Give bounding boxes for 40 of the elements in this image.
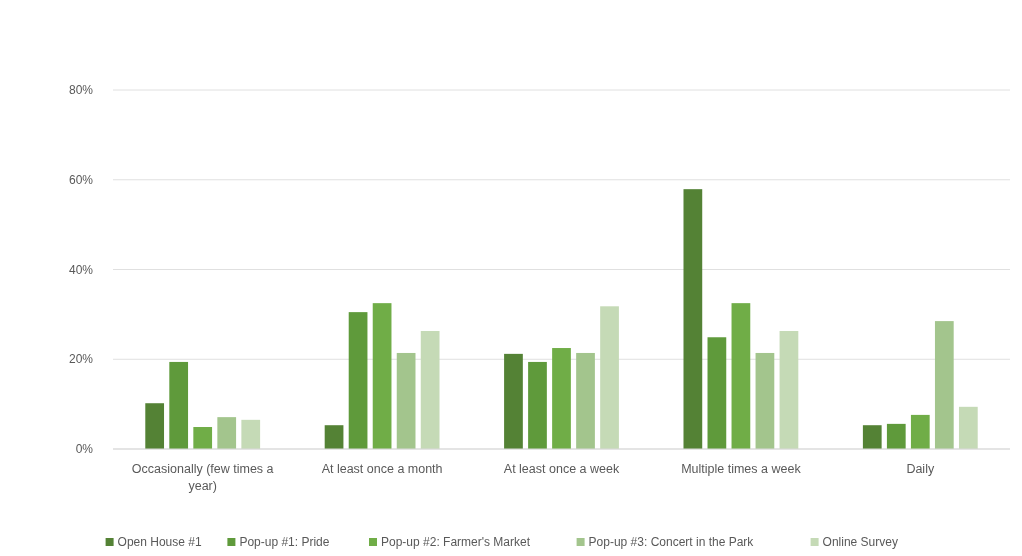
legend-label: Pop-up #3: Concert in the Park: [588, 535, 755, 549]
bar: [504, 353, 523, 449]
bar: [372, 303, 392, 449]
bar: [755, 352, 775, 449]
bar: [779, 330, 799, 449]
y-tick-label: 20%: [68, 352, 94, 367]
legend-label: Pop-up #2: Farmer's Market: [381, 535, 531, 549]
bar: [958, 406, 978, 449]
bar: [707, 337, 727, 449]
x-tick-label: At least once a week: [503, 462, 620, 476]
x-tick-label: Occasionally (few times a year): [131, 462, 274, 493]
bar: [910, 414, 930, 449]
legend-label: Open House #1: [117, 535, 202, 549]
bar: [420, 330, 440, 449]
bar: [324, 425, 344, 449]
bar: [193, 427, 213, 449]
bar: [886, 423, 906, 449]
bar: [348, 312, 368, 449]
bar: [731, 303, 751, 449]
y-tick-label: 60%: [68, 172, 94, 187]
x-tick-label: Multiple times a week: [681, 462, 802, 476]
bar: [862, 425, 882, 449]
y-tick-label: 0%: [75, 442, 94, 457]
legend-label: Pop-up #1: Pride: [239, 535, 330, 549]
y-tick-label: 40%: [68, 262, 94, 277]
bar: [217, 417, 237, 449]
legend-label: Online Survey: [822, 535, 898, 549]
x-tick-label: At least once a month: [321, 462, 443, 476]
bar: [576, 352, 595, 449]
bar: [552, 348, 571, 449]
bar: [169, 361, 189, 449]
y-tick-label: 80%: [68, 83, 94, 98]
bar: [396, 352, 416, 449]
bar: [528, 361, 547, 449]
bar: [241, 419, 261, 449]
x-tick-label: Daily: [906, 462, 935, 476]
bar: [600, 306, 619, 449]
bar: [683, 189, 703, 449]
bar: [934, 321, 954, 449]
bar: [145, 403, 165, 449]
